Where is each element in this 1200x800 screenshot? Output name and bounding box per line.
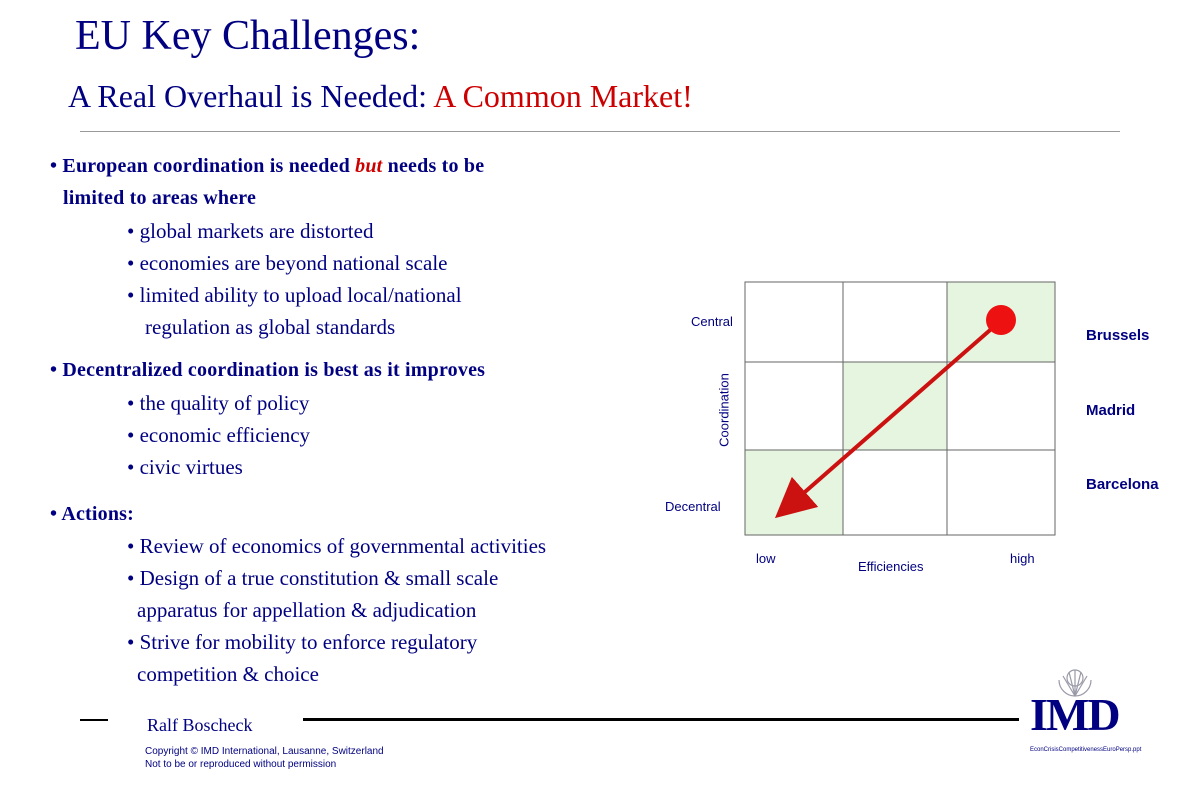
row-label-madrid: Madrid [1086, 402, 1136, 419]
page-subtitle: A Real Overhaul is Needed: A Common Mark… [68, 78, 693, 115]
section1-item: • global markets are distorted [127, 219, 374, 243]
section2-item: • economic efficiency [127, 423, 311, 447]
x-label-low: low [756, 551, 776, 566]
section3-item-text: Design of a true constitution & small sc… [139, 566, 499, 590]
section2-heading: • Decentralized coordination is best as … [50, 359, 486, 381]
section1-item-cont: regulation as global standards [145, 315, 396, 339]
file-name: EconCrisisCompetitivenessEuroPersp.ppt [1030, 747, 1142, 753]
footer-divider [303, 718, 1019, 721]
section2-item-text: economic efficiency [139, 423, 311, 447]
section3-item: • Review of economics of governmental ac… [127, 534, 547, 558]
section1-line2: limited to areas where [63, 187, 257, 209]
start-dot [986, 305, 1016, 335]
imd-logo-emblem-icon [1058, 669, 1092, 697]
coordination-matrix [744, 281, 1056, 536]
section2-item: • civic virtues [127, 455, 243, 479]
section3-item-cont: apparatus for appellation & adjudication [137, 598, 477, 622]
section3-item-text: Review of economics of governmental acti… [139, 534, 547, 558]
section3-item-cont: competition & choice [137, 662, 319, 686]
title-divider [80, 131, 1120, 132]
section3-item: • Strive for mobility to enforce regulat… [127, 630, 478, 654]
row-label-brussels: Brussels [1086, 327, 1150, 344]
subtitle-main: A Real Overhaul is Needed: [68, 78, 427, 114]
x-label-high: high [1010, 551, 1035, 566]
section3-item: • Design of a true constitution & small … [127, 566, 499, 590]
y-label-bottom: Decentral [665, 499, 721, 514]
section1-item-text: limited ability to upload local/national [139, 283, 462, 307]
footer-dash [80, 719, 108, 721]
trend-arrow [774, 322, 999, 519]
page-title: EU Key Challenges: [75, 13, 421, 59]
section1-text-b: needs to be [387, 155, 485, 177]
cell-decentral-low [745, 450, 843, 535]
row-label-barcelona: Barcelona [1086, 476, 1159, 493]
imd-logo-text: IMD [1030, 689, 1121, 740]
section1-text-a: European coordination is needed [62, 155, 350, 177]
section2-item-text: the quality of policy [139, 391, 310, 415]
copyright-line-2: Not to be or reproduced without permissi… [145, 759, 337, 770]
author-name: Ralf Boscheck [147, 715, 253, 735]
section2-item-text: civic virtues [139, 455, 243, 479]
copyright-notice: Copyright © IMD International, Lausanne,… [145, 745, 384, 771]
section2-heading-text: Decentralized coordination is best as it… [62, 359, 486, 381]
section1-item: • economies are beyond national scale [127, 251, 448, 275]
section1-line1: • European coordination is needed but ne… [50, 155, 485, 177]
section2-item: • the quality of policy [127, 391, 310, 415]
section1-emphasis: but [355, 155, 383, 177]
cell-mid [843, 362, 947, 450]
copyright-line-1: Copyright © IMD International, Lausanne,… [145, 746, 384, 757]
section1-item-text: economies are beyond national scale [139, 251, 448, 275]
y-axis-label: Coordination [716, 373, 732, 447]
subtitle-accent: A Common Market! [433, 78, 693, 114]
section3-item-text: Strive for mobility to enforce regulator… [139, 630, 478, 654]
section1-item-text: global markets are distorted [139, 219, 374, 243]
x-axis-label: Efficiencies [858, 559, 924, 574]
y-label-top: Central [691, 314, 733, 329]
matrix-border [744, 281, 1056, 536]
section1-item: • limited ability to upload local/nation… [127, 283, 462, 307]
section3-heading: • Actions: [50, 503, 135, 525]
section3-heading-text: Actions: [61, 503, 135, 525]
